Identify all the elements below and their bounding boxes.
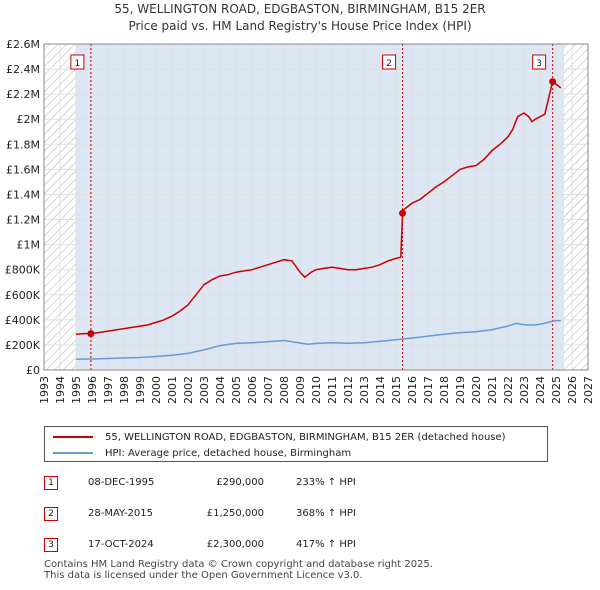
x-tick-label: 2025 bbox=[550, 376, 563, 404]
x-tick-label: 2009 bbox=[294, 376, 307, 404]
x-tick-label: 1997 bbox=[102, 376, 115, 404]
y-tick-label: £0 bbox=[26, 364, 40, 377]
sale-point bbox=[87, 330, 95, 338]
y-tick-label: £600K bbox=[5, 289, 41, 302]
y-tick-label: £2.4M bbox=[6, 63, 40, 76]
x-tick-label: 2021 bbox=[486, 376, 499, 404]
x-tick-label: 2011 bbox=[326, 376, 339, 404]
legend: 55, WELLINGTON ROAD, EDGBASTON, BIRMINGH… bbox=[44, 426, 548, 462]
sale-number-badge: 1 bbox=[44, 476, 58, 490]
x-tick-label: 1994 bbox=[54, 376, 67, 404]
legend-property-swatch bbox=[53, 436, 93, 438]
sale-hpi-change: 233% ↑ HPI bbox=[296, 477, 356, 488]
x-tick-label: 2016 bbox=[406, 376, 419, 404]
sale-point bbox=[399, 209, 407, 217]
sale-price: £2,300,000 bbox=[206, 539, 264, 550]
x-tick-label: 2027 bbox=[582, 376, 595, 404]
table-row: 1 08-DEC-1995 £290,000 233% ↑ HPI bbox=[44, 474, 564, 494]
x-tick-label: 1993 bbox=[38, 376, 51, 404]
y-tick-label: £800K bbox=[5, 264, 41, 277]
legend-hpi-label: HPI: Average price, detached house, Birm… bbox=[105, 447, 352, 459]
x-tick-label: 2003 bbox=[198, 376, 211, 404]
x-tick-label: 2013 bbox=[358, 376, 371, 404]
chart-subtitle: Price paid vs. HM Land Registry's House … bbox=[128, 19, 472, 33]
y-tick-label: £2.6M bbox=[6, 38, 40, 51]
y-tick-label: £1M bbox=[17, 239, 41, 252]
x-tick-label: 2015 bbox=[390, 376, 403, 404]
x-tick-label: 1996 bbox=[86, 376, 99, 404]
legend-item-property: 55, WELLINGTON ROAD, EDGBASTON, BIRMINGH… bbox=[53, 429, 506, 445]
sale-label-text: 3 bbox=[536, 59, 542, 69]
y-tick-label: £1.4M bbox=[6, 188, 40, 201]
x-tick-label: 2010 bbox=[310, 376, 323, 404]
legend-hpi-swatch bbox=[53, 452, 93, 454]
y-tick-label: £1.6M bbox=[6, 163, 40, 176]
sale-date: 08-DEC-1995 bbox=[88, 477, 155, 488]
x-tick-label: 1999 bbox=[134, 376, 147, 404]
sale-number-badge: 2 bbox=[44, 507, 58, 521]
hatched-region bbox=[564, 44, 588, 370]
sale-date: 17-OCT-2024 bbox=[88, 539, 154, 550]
plot-border bbox=[43, 43, 589, 371]
x-tick-label: 2026 bbox=[566, 376, 579, 404]
footer-license: This data is licensed under the Open Gov… bbox=[44, 570, 363, 581]
x-tick-label: 2014 bbox=[374, 376, 387, 404]
table-row: 2 28-MAY-2015 £1,250,000 368% ↑ HPI bbox=[44, 505, 564, 525]
legend-property-label: 55, WELLINGTON ROAD, EDGBASTON, BIRMINGH… bbox=[105, 431, 506, 443]
x-tick-label: 1998 bbox=[118, 376, 131, 404]
footer-copyright: Contains HM Land Registry data © Crown c… bbox=[44, 559, 433, 570]
y-tick-label: £2.2M bbox=[6, 88, 40, 101]
x-tick-label: 2020 bbox=[470, 376, 483, 404]
sale-label-box bbox=[382, 54, 397, 70]
sale-hpi-change: 368% ↑ HPI bbox=[296, 508, 356, 519]
x-tick-label: 2001 bbox=[166, 376, 179, 404]
x-tick-label: 2019 bbox=[454, 376, 467, 404]
x-tick-label: 1995 bbox=[70, 376, 83, 404]
x-tick-label: 2008 bbox=[278, 376, 291, 404]
x-tick-label: 2017 bbox=[422, 376, 435, 404]
sale-number-badge: 3 bbox=[44, 538, 58, 552]
property-price-line bbox=[75, 80, 562, 336]
sale-label-text: 1 bbox=[75, 59, 81, 69]
sale-label-box bbox=[532, 54, 547, 70]
x-tick-label: 2022 bbox=[502, 376, 515, 404]
y-tick-label: £1.2M bbox=[6, 214, 40, 227]
sale-hpi-change: 417% ↑ HPI bbox=[296, 539, 356, 550]
x-tick-label: 2018 bbox=[438, 376, 451, 404]
price-chart: 1 2 3 £0 £200K £400K £600K £800K £1M £1.2M £1.4M £1… bbox=[5, 38, 595, 404]
y-tick-label: £400K bbox=[5, 314, 41, 327]
y-tick-label: £200K bbox=[5, 339, 41, 352]
x-tick-label: 2007 bbox=[262, 376, 275, 404]
chart-title: 55, WELLINGTON ROAD, EDGBASTON, BIRMINGH… bbox=[114, 2, 486, 16]
sale-price: £1,250,000 bbox=[206, 508, 264, 519]
x-tick-label: 2024 bbox=[534, 376, 547, 404]
x-tick-label: 2006 bbox=[246, 376, 259, 404]
sale-label-box bbox=[70, 54, 85, 70]
y-tick-label: £1.8M bbox=[6, 138, 40, 151]
x-tick-label: 2005 bbox=[230, 376, 243, 404]
sale-label-text: 2 bbox=[386, 59, 392, 69]
table-row: 3 17-OCT-2024 £2,300,000 417% ↑ HPI bbox=[44, 536, 564, 556]
x-tick-label: 2023 bbox=[518, 376, 531, 404]
x-tick-label: 2000 bbox=[150, 376, 163, 404]
x-tick-label: 2002 bbox=[182, 376, 195, 404]
x-tick-label: 2012 bbox=[342, 376, 355, 404]
sale-price: £290,000 bbox=[216, 477, 264, 488]
legend-item-hpi: HPI: Average price, detached house, Birm… bbox=[53, 445, 351, 461]
sale-point bbox=[549, 78, 557, 86]
hpi-line bbox=[75, 319, 561, 361]
x-tick-label: 2004 bbox=[214, 376, 227, 404]
data-range-band bbox=[76, 44, 564, 370]
sale-date: 28-MAY-2015 bbox=[88, 508, 154, 519]
y-tick-label: £2M bbox=[17, 113, 41, 126]
